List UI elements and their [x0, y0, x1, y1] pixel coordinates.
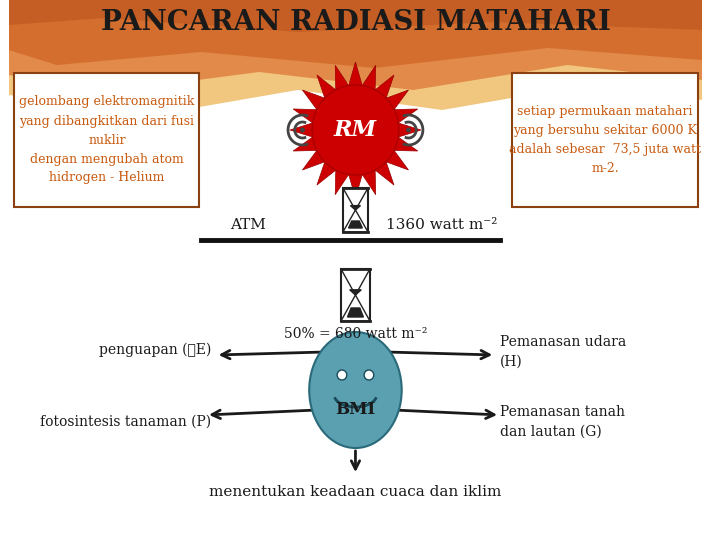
- Polygon shape: [343, 188, 368, 210]
- Polygon shape: [341, 269, 370, 295]
- Circle shape: [364, 370, 374, 380]
- Polygon shape: [341, 295, 370, 321]
- Polygon shape: [9, 0, 702, 115]
- Text: setiap permukaan matahari
yang bersuhu sekitar 6000 K
adalah sebesar  73,5 juta : setiap permukaan matahari yang bersuhu s…: [509, 105, 701, 175]
- FancyBboxPatch shape: [14, 73, 199, 207]
- Polygon shape: [343, 210, 368, 232]
- Text: Pemanasan tanah
dan lautan (G): Pemanasan tanah dan lautan (G): [500, 405, 625, 438]
- Text: menentukan keadaan cuaca dan iklim: menentukan keadaan cuaca dan iklim: [210, 485, 502, 499]
- Text: PANCARAN RADIASI MATAHARI: PANCARAN RADIASI MATAHARI: [101, 9, 611, 36]
- Circle shape: [300, 127, 305, 132]
- FancyBboxPatch shape: [511, 73, 698, 207]
- Polygon shape: [290, 62, 421, 198]
- Polygon shape: [9, 0, 702, 68]
- Text: ATM: ATM: [230, 218, 266, 232]
- Text: RM: RM: [334, 119, 377, 141]
- Circle shape: [406, 127, 411, 132]
- Polygon shape: [351, 206, 361, 210]
- Text: penguapan (☕E): penguapan (☕E): [99, 343, 211, 357]
- Polygon shape: [9, 0, 702, 92]
- Text: gelombang elektromagnitik
yang dibangkitkan dari fusi
nuklir
dengan mengubah ato: gelombang elektromagnitik yang dibangkit…: [19, 96, 194, 185]
- Polygon shape: [9, 0, 702, 32]
- Polygon shape: [348, 308, 364, 317]
- FancyBboxPatch shape: [343, 188, 368, 232]
- Text: 50% = 680 watt m⁻²: 50% = 680 watt m⁻²: [284, 327, 427, 341]
- Polygon shape: [350, 290, 361, 295]
- Circle shape: [312, 85, 399, 175]
- Ellipse shape: [309, 332, 402, 448]
- Text: BMI: BMI: [336, 402, 376, 418]
- Polygon shape: [348, 221, 362, 228]
- FancyBboxPatch shape: [341, 269, 370, 321]
- Circle shape: [337, 370, 347, 380]
- Text: 1360 watt m⁻²: 1360 watt m⁻²: [387, 218, 498, 232]
- Text: Pemanasan udara
(H): Pemanasan udara (H): [500, 335, 626, 369]
- Text: fotosintesis tanaman (P): fotosintesis tanaman (P): [40, 415, 211, 429]
